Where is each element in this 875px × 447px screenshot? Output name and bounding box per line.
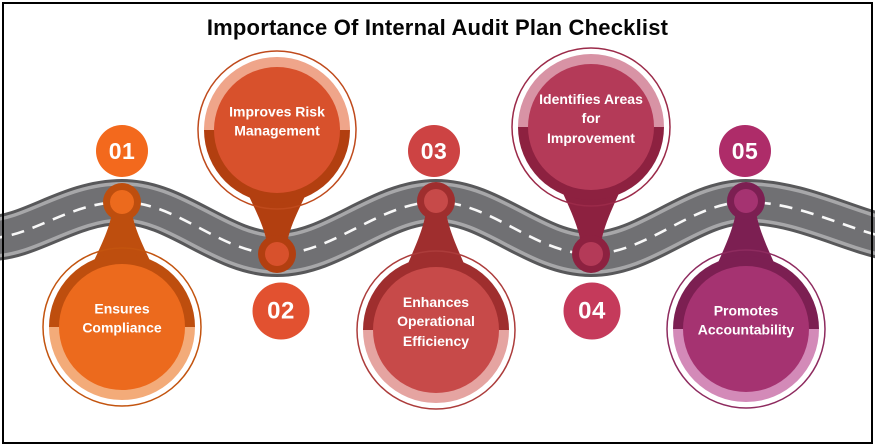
road-pin-inner xyxy=(734,189,758,213)
audit-item-graphic xyxy=(511,47,671,273)
circle-inner xyxy=(683,266,809,392)
connector-teardrop xyxy=(715,201,777,270)
step-number-badge-03: 03 xyxy=(408,125,460,177)
milestone-label-improves-risk-management: Improves Risk Management xyxy=(229,103,325,139)
page-title: Importance Of Internal Audit Plan Checkl… xyxy=(206,15,669,40)
road-pin-inner xyxy=(110,190,134,214)
circle-thin-outline xyxy=(666,249,826,409)
audit-item-graphic xyxy=(42,183,202,407)
circle-inner xyxy=(373,267,499,393)
road-pin-inner xyxy=(424,189,448,213)
circle-inner xyxy=(528,64,654,190)
connector-teardrop xyxy=(405,201,467,271)
milestone-label-enhances-operational-efficiency: Enhances Operational Efficiency xyxy=(397,294,475,349)
road-pin-inner xyxy=(265,242,289,266)
connector-teardrop xyxy=(91,202,153,268)
audit-item-graphic xyxy=(666,182,826,409)
step-number-badge-05: 05 xyxy=(719,125,771,177)
circle-inner xyxy=(214,67,340,193)
circle-thin-outline xyxy=(356,250,516,410)
road-pin-inner xyxy=(579,242,603,266)
step-number-badge-02: 02 xyxy=(252,282,310,340)
circle-thin-outline xyxy=(511,47,671,207)
milestone-items-layer xyxy=(42,47,826,410)
circle-thin-outline xyxy=(42,247,202,407)
milestone-label-identifies-areas-for-improvement: Identifies Areas for Improvement xyxy=(539,91,643,146)
milestone-label-ensures-compliance: Ensures Compliance xyxy=(82,300,162,336)
circle-inner xyxy=(59,264,185,390)
milestone-label-promotes-accountability: Promotes Accountability xyxy=(697,302,795,338)
circle-thin-outline xyxy=(197,50,357,210)
connector-teardrop xyxy=(246,189,308,254)
connector-teardrop xyxy=(560,186,622,254)
audit-item-graphic xyxy=(356,182,516,410)
step-number-badge-01: 01 xyxy=(96,125,148,177)
audit-item-graphic xyxy=(197,50,357,273)
step-number-badge-04: 04 xyxy=(563,282,621,340)
